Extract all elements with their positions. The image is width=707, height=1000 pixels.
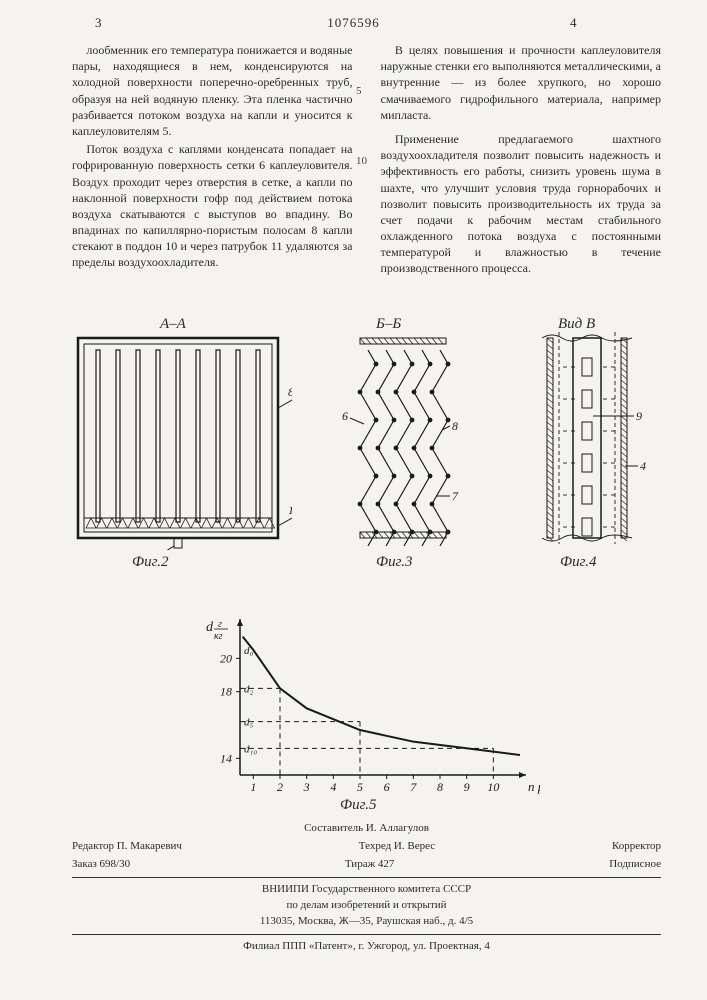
svg-text:d₂: d₂ [244,683,254,695]
svg-text:10: 10 [487,780,499,794]
figure-4: Вид В 94 Фиг.4 [512,320,662,554]
chart-svg: dгкг 14 18 20 d₀ d₂ d₅ d₁₀ 1 2 3 4 5 6 7 8 9 10 n рядов [190,610,540,810]
figures-row: А–А 81011 Фиг.2 Б–Б 687 Фиг.3 Вид В 94 Ф… [72,320,661,590]
svg-text:9: 9 [636,409,642,423]
vniipi-line2: по делам изобретений и открытий [72,898,661,914]
right-column: В целях повышения и прочности каплеулови… [381,42,662,279]
svg-text:n рядов: n рядов [528,779,540,794]
figure-5-chart: dгкг141820d₀d₂d₅d₁₀12345678910n рядов Фи… [190,610,540,810]
address: 113035, Москва, Ж—35, Раушская наб., д. … [72,914,661,930]
fig2-section-label: А–А [160,314,186,334]
fig3-svg: 6 8 7 [332,320,472,550]
page-number-left: 3 [95,14,102,32]
doc-number: 1076596 [0,14,707,32]
svg-text:7: 7 [410,780,417,794]
svg-text:1: 1 [250,780,256,794]
svg-text:11: 11 [148,549,159,550]
sign: Подписное [609,857,661,873]
branch: Филиал ППП «Патент», г. Ужгород, ул. Про… [72,939,661,955]
para: Применение предлагаемого шахтного воздух… [381,131,662,277]
svg-text:20: 20 [220,651,232,665]
svg-text:14: 14 [220,751,232,765]
fig2-svg: 8 10 11 [72,320,292,550]
svg-text:9: 9 [464,780,470,794]
line-marker: 10 [356,154,376,169]
fig4-view-label: Вид В [558,314,595,334]
corrector: Корректор [612,839,661,855]
figure-3: Б–Б 687 Фиг.3 [332,320,472,554]
svg-text:10: 10 [288,503,292,517]
svg-text:6: 6 [384,780,390,794]
editor: Редактор П. Макаревич [72,839,182,855]
svg-text:d₀: d₀ [244,645,254,657]
svg-text:d₅: d₅ [244,717,254,729]
fig3-section-label: Б–Б [376,314,401,334]
fig3-label: Фиг.3 [376,552,412,572]
left-column: лообменник его температура понижается и … [72,42,353,279]
svg-text:8: 8 [452,419,458,433]
svg-text:7: 7 [452,489,459,503]
fig2-label: Фиг.2 [132,552,168,572]
figure-2: А–А 81011 Фиг.2 [72,320,292,554]
svg-text:3: 3 [303,780,310,794]
page-number-right: 4 [570,14,577,32]
fig4-svg: 94 [512,320,662,550]
svg-text:кг: кг [214,631,223,642]
svg-text:18: 18 [220,685,232,699]
compiler: Составитель И. Аллагулов [304,821,429,837]
svg-text:2: 2 [277,780,283,794]
svg-text:6: 6 [342,409,348,423]
vniipi-line1: ВНИИПИ Государственного комитета СССР [72,882,661,898]
fig4-label: Фиг.4 [560,552,596,572]
svg-text:d₁₀: d₁₀ [244,743,257,755]
fig5-label: Фиг.5 [340,795,376,815]
para: лообменник его температура понижается и … [72,42,353,139]
svg-text:8: 8 [288,385,292,399]
svg-text:5: 5 [357,780,363,794]
para: Поток воздуха с каплями конденсата попад… [72,141,353,271]
techred: Техред И. Верес [359,839,435,855]
svg-text:4: 4 [330,780,336,794]
svg-text:4: 4 [640,459,646,473]
divider [72,934,661,935]
imprint-footer: Составитель И. Аллагулов Редактор П. Мак… [72,819,661,955]
line-marker: 5 [356,84,376,99]
svg-text:d: d [206,620,214,635]
svg-text:г: г [218,619,222,630]
divider [72,877,661,878]
order: Заказ 698/30 [72,857,130,873]
para: В целях повышения и прочности каплеулови… [381,42,662,123]
tirazh: Тираж 427 [345,857,395,873]
line-markers: 5 10 [356,42,376,224]
svg-text:8: 8 [437,780,443,794]
